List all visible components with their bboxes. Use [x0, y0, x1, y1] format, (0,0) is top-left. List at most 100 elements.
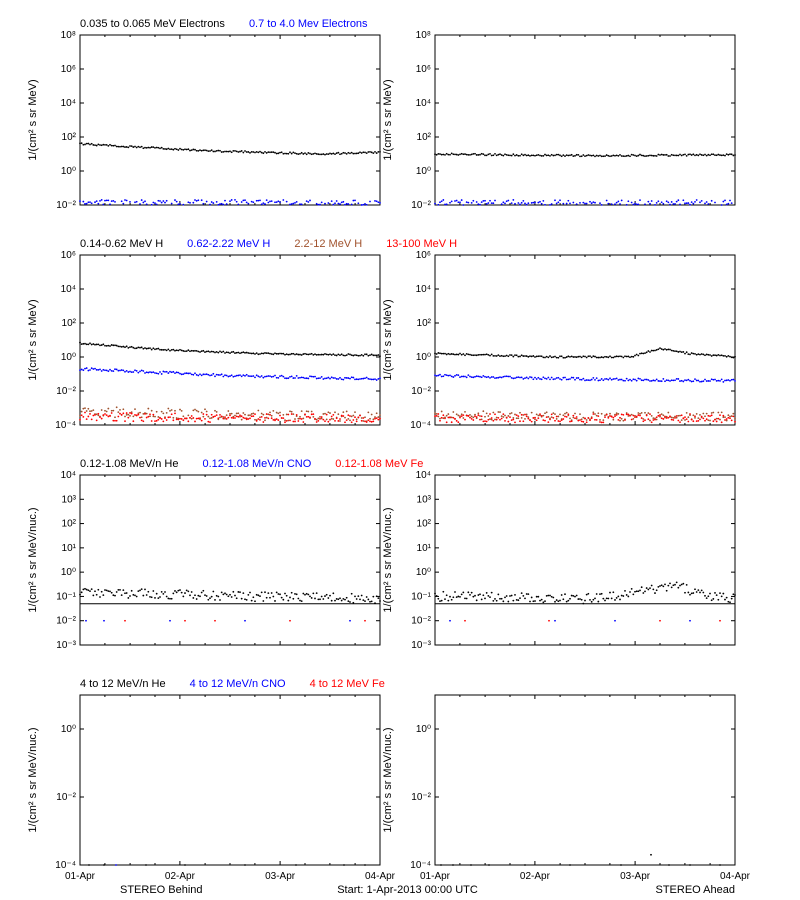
data-point [202, 350, 204, 352]
data-point [249, 592, 251, 594]
data-point [237, 591, 239, 593]
data-point [167, 598, 169, 600]
data-point [646, 587, 648, 589]
data-point [586, 379, 588, 381]
data-point [461, 153, 463, 155]
data-point [312, 153, 314, 155]
data-point [376, 379, 378, 381]
data-point [367, 411, 369, 413]
data-point [612, 154, 614, 156]
data-point [322, 413, 324, 415]
data-point [182, 373, 184, 375]
data-point [522, 595, 524, 597]
data-point [462, 204, 464, 206]
data-point [541, 355, 543, 357]
data-point [244, 150, 246, 152]
data-point [631, 419, 633, 421]
data-point [374, 151, 376, 153]
data-point [277, 419, 279, 421]
data-point [107, 416, 109, 418]
data-point [599, 419, 601, 421]
data-point [274, 419, 276, 421]
data-point [686, 351, 688, 353]
data-point [301, 152, 303, 154]
data-point [572, 415, 574, 417]
data-point [257, 410, 259, 412]
data-point [499, 598, 501, 600]
data-point [211, 596, 213, 598]
data-point [482, 375, 484, 377]
ylabel: 1/(cm² s sr MeV/nuc.) [382, 727, 394, 832]
data-point [537, 202, 539, 204]
data-point [661, 413, 663, 415]
data-point [461, 199, 463, 201]
data-point [596, 155, 598, 157]
data-point [714, 379, 716, 381]
data-point [716, 418, 718, 420]
data-point [262, 421, 264, 423]
data-point [361, 204, 363, 206]
data-point [232, 417, 234, 419]
data-point [669, 204, 671, 206]
data-point [241, 352, 243, 354]
data-point [629, 591, 631, 593]
data-point [103, 864, 105, 866]
data-point [199, 373, 201, 375]
data-point [549, 155, 551, 157]
data-point [621, 595, 623, 597]
data-point [456, 596, 458, 598]
data-point [374, 416, 376, 418]
data-point [616, 202, 618, 204]
data-point [326, 414, 328, 416]
xtick-label: 04-Apr [720, 871, 751, 882]
data-point [479, 154, 481, 156]
data-point [699, 201, 701, 203]
data-point [466, 415, 468, 417]
data-point [124, 371, 126, 373]
data-point [329, 153, 331, 155]
data-point [289, 151, 291, 153]
data-point [607, 417, 609, 419]
data-point [262, 600, 264, 602]
data-point [657, 586, 659, 588]
data-point [544, 412, 546, 414]
data-point [266, 413, 268, 415]
data-point [151, 204, 153, 206]
data-point [639, 415, 641, 417]
data-point [626, 204, 628, 206]
data-point [467, 591, 469, 593]
data-point [244, 375, 246, 377]
data-point [367, 419, 369, 421]
data-point [482, 410, 484, 412]
data-point [471, 376, 473, 378]
data-point [536, 378, 538, 380]
data-point [97, 413, 99, 415]
data-point [679, 351, 681, 353]
data-point [291, 376, 293, 378]
data-point [684, 379, 686, 381]
data-point [659, 414, 661, 416]
data-point [642, 353, 644, 355]
data-point [87, 408, 89, 410]
data-point [271, 151, 273, 153]
data-point [689, 354, 691, 356]
data-point [247, 594, 249, 596]
data-point [221, 373, 223, 375]
data-point [334, 153, 336, 155]
data-point [212, 351, 214, 353]
data-point [109, 591, 111, 593]
data-point [489, 355, 491, 357]
data-point [91, 588, 93, 590]
data-point [159, 417, 161, 419]
data-point [244, 199, 246, 201]
data-point [321, 202, 323, 204]
data-point [596, 419, 598, 421]
data-point [522, 378, 524, 380]
data-point [639, 353, 641, 355]
data-point [161, 591, 163, 593]
data-point [721, 154, 723, 156]
data-point [144, 589, 146, 591]
data-point [546, 595, 548, 597]
data-point [452, 153, 454, 155]
data-point [331, 416, 333, 418]
